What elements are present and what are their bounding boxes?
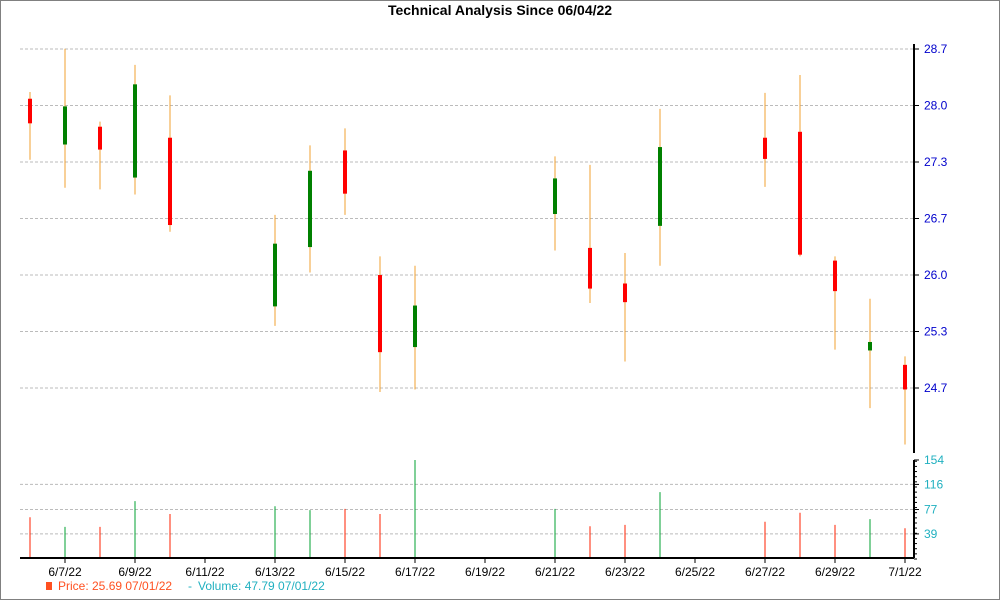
volume-legend-icon: - <box>188 579 192 593</box>
chart-title: Technical Analysis Since 06/04/22 <box>387 2 613 18</box>
x-tick-label: 6/27/22 <box>745 565 785 579</box>
candle-up <box>413 305 417 348</box>
candle-down <box>903 364 907 390</box>
x-tick-label: 6/17/22 <box>395 565 435 579</box>
candle-up <box>553 178 557 215</box>
x-tick-label: 7/1/22 <box>888 565 922 579</box>
candle-up <box>658 147 662 226</box>
x-tick-label: 6/11/22 <box>185 565 224 579</box>
price-tick-label: 27.3 <box>924 155 948 169</box>
volume-tick-label: 39 <box>924 527 938 541</box>
price-tick-label: 26.0 <box>924 268 948 282</box>
candle-down <box>28 98 32 124</box>
candle-down <box>168 137 172 226</box>
legend-volume-text: Volume: 47.79 07/01/22 <box>198 579 325 593</box>
legend-price: Price: 25.69 07/01/22 <box>46 579 172 593</box>
x-tick-label: 6/21/22 <box>535 565 575 579</box>
candle-down <box>798 131 802 255</box>
x-tick-label: 6/9/22 <box>118 565 152 579</box>
price-tick-label: 28.0 <box>924 99 948 113</box>
x-tick-label: 6/19/22 <box>465 565 505 579</box>
legend-price-text: Price: 25.69 07/01/22 <box>58 579 173 593</box>
legend-volume: - Volume: 47.79 07/01/22 <box>188 579 325 593</box>
x-tick-label: 6/25/22 <box>675 565 715 579</box>
candle-down <box>588 247 592 289</box>
candle-up <box>308 170 312 248</box>
candle-up <box>63 106 67 145</box>
volume-tick-label: 116 <box>924 477 943 491</box>
price-tick-label: 28.7 <box>924 42 948 56</box>
candle-down <box>378 275 382 353</box>
price-tick-label: 26.7 <box>924 212 948 226</box>
x-tick-label: 6/23/22 <box>605 565 645 579</box>
candle-down <box>343 150 347 194</box>
candle-down <box>623 283 627 303</box>
x-tick-label: 6/29/22 <box>815 565 855 579</box>
candle-up <box>133 84 137 178</box>
x-tick-label: 6/13/22 <box>255 565 295 579</box>
candle-up <box>273 243 277 307</box>
volume-tick-label: 154 <box>924 453 944 467</box>
candle-down <box>763 137 767 159</box>
x-tick-label: 6/7/22 <box>48 565 82 579</box>
candle-down <box>98 126 102 150</box>
volume-tick-label: 77 <box>924 502 938 516</box>
price-tick-label: 25.3 <box>924 325 948 339</box>
price-tick-label: 24.7 <box>924 381 948 395</box>
price-legend-icon <box>46 582 52 590</box>
candle-up <box>868 341 872 351</box>
candle-down <box>833 260 837 292</box>
x-tick-label: 6/15/22 <box>325 565 365 579</box>
